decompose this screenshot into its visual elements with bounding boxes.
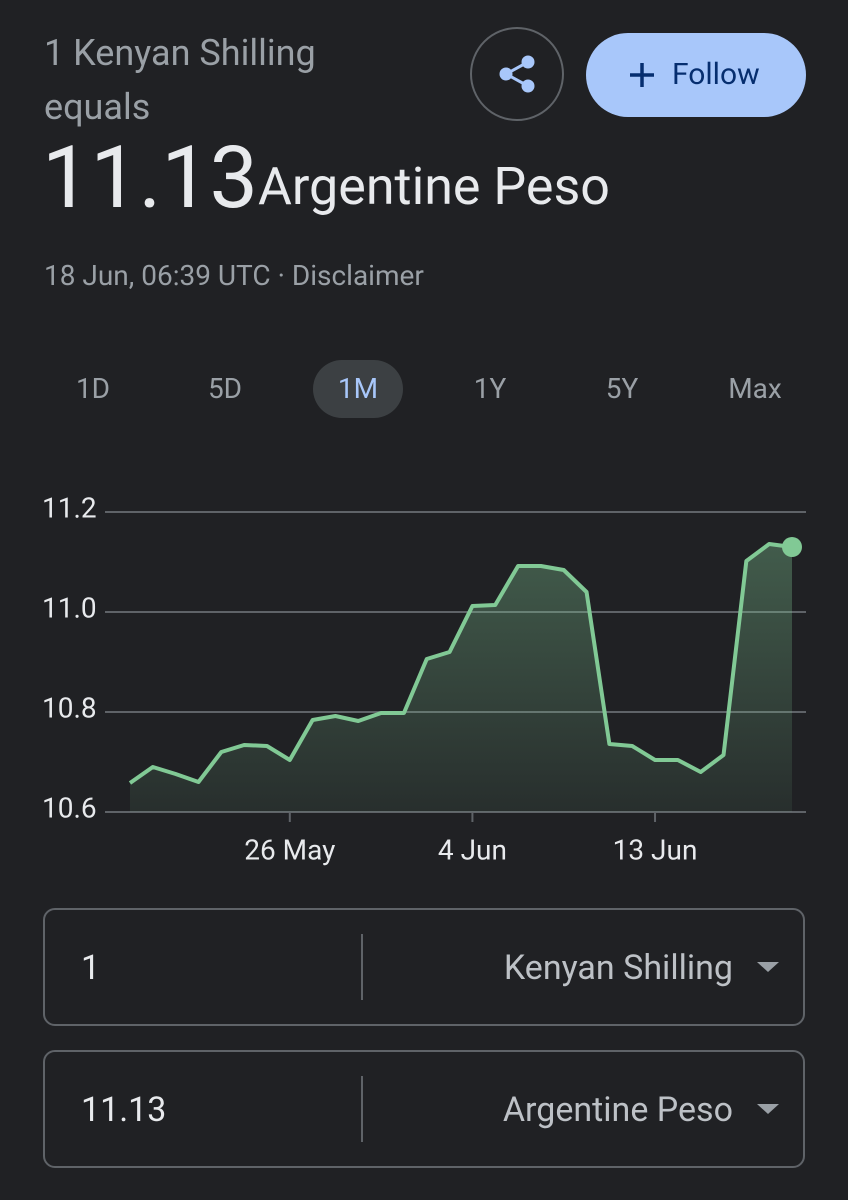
converter-field[interactable]: 1 Kenyan Shilling xyxy=(43,908,805,1026)
x-tick-label: 13 Jun xyxy=(613,833,698,866)
follow-label: Follow xyxy=(672,57,760,92)
timestamp: 18 Jun, 06:39 UTC xyxy=(44,259,271,292)
separator: · xyxy=(277,259,285,292)
divider xyxy=(361,1076,363,1142)
area xyxy=(130,544,792,812)
tab[interactable]: 5D xyxy=(207,372,243,405)
share-button[interactable] xyxy=(470,27,564,121)
disclaimer[interactable]: Disclaimer xyxy=(291,259,424,292)
chart: 10.6 10.8 11.0 11.2 26 May 4 Jun 13 Jun xyxy=(42,491,806,866)
amount[interactable]: 11.13 xyxy=(81,1090,167,1130)
currency-select[interactable]: Kenyan Shilling xyxy=(503,948,733,988)
y-tick-label: 10.6 xyxy=(42,791,97,824)
y-tick-label: 10.8 xyxy=(42,691,97,724)
timestamp-row: 18 Jun, 06:39 UTC · Disclaimer xyxy=(44,258,424,294)
last-point xyxy=(782,537,802,557)
currency-select[interactable]: Argentine Peso xyxy=(502,1090,733,1130)
x-tick-label: 26 May xyxy=(244,833,335,866)
y-tick-label: 11.0 xyxy=(42,591,97,624)
dropdown-arrow[interactable] xyxy=(757,1104,779,1114)
amount[interactable]: 1 xyxy=(81,948,101,988)
share-icon xyxy=(499,55,535,93)
follow-button[interactable]: Follow xyxy=(586,33,806,117)
subtitle: 1 Kenyan Shilling equals xyxy=(44,32,316,128)
tab[interactable]: 1D xyxy=(75,372,111,405)
tab[interactable]: Max xyxy=(728,372,782,405)
tab[interactable]: 5Y xyxy=(605,372,639,405)
x-tick-label: 4 Jun xyxy=(438,833,507,866)
dropdown-arrow[interactable] xyxy=(757,962,779,972)
rate: 11.13 xyxy=(42,127,259,228)
line xyxy=(128,542,793,785)
y-tick-label: 11.2 xyxy=(42,491,97,524)
plus-icon xyxy=(630,63,654,87)
divider xyxy=(361,934,363,1000)
currency: Argentine Peso xyxy=(258,156,610,217)
tab[interactable]: 1Y xyxy=(473,372,507,405)
converter-field[interactable]: 11.13 Argentine Peso xyxy=(43,1050,805,1168)
tab[interactable]: 1M xyxy=(313,360,403,418)
